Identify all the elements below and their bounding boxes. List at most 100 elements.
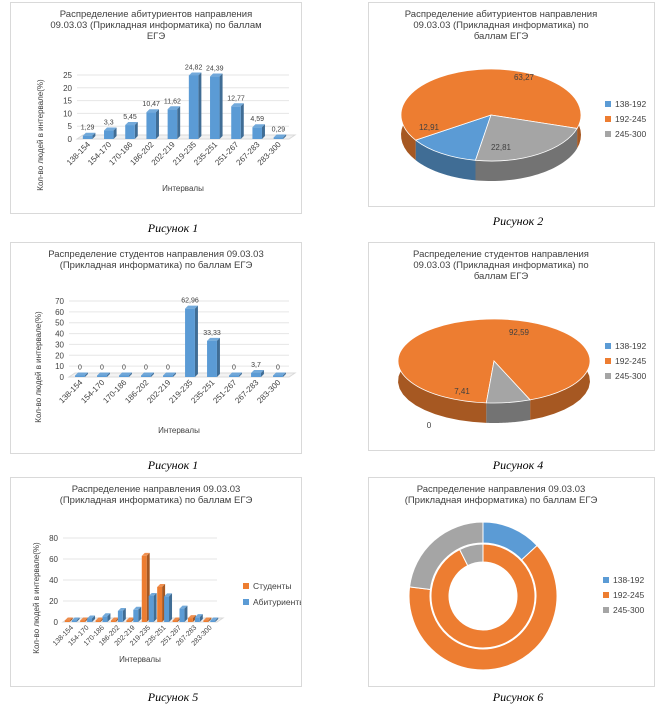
bar [80,620,86,622]
bar-top [95,617,104,621]
caption-3: Рисунок 1 [147,458,199,472]
doughnut-segment [408,544,558,671]
y-tick-label: 30 [55,340,64,349]
bar-top [141,552,150,556]
bar-top [172,617,181,621]
bar-top [188,72,202,76]
chart-title-line: баллам ЕГЭ [474,31,529,42]
bar-top [210,73,223,77]
bar-side [106,372,110,377]
bar-side [92,132,96,139]
bar [126,620,132,622]
bar-top [163,372,176,376]
bar-top [187,615,196,619]
bar-side [107,613,111,622]
bar-side [172,372,176,377]
bar-side [113,127,117,139]
y-tick-label: 40 [49,576,58,585]
pie-slice-side [475,128,578,181]
bar-side [260,369,264,377]
legend-swatch [605,358,611,364]
y-tick-label: 20 [63,84,72,93]
bar-top [125,122,138,126]
y-tick-label: 20 [55,351,64,360]
data-label: 0 [276,365,280,372]
data-label: 0 [100,365,104,372]
chart-title-line: Распределение студентов направления [413,249,589,260]
legend-swatch [605,116,611,122]
bar-side [184,605,188,622]
bar [146,112,156,139]
y-tick-label: 50 [55,319,64,328]
bar-side [283,134,287,139]
chart-panel-5: Распределение направления 09.03.03 (Прикл… [10,477,302,687]
legend-label: 138-192 [615,99,646,109]
bar-side [261,124,265,139]
bar [82,135,93,139]
bar [102,616,108,622]
chart-title-line: (Прикладная информатика) по баллам ЕГЭ [60,260,253,271]
bar [141,375,151,377]
pie-data-label: 12,91 [419,123,440,132]
bar-top [119,372,132,376]
bar [194,617,200,622]
y-tick-label: 5 [68,122,73,131]
chart-panel-2: Распределение абитуриентов направления 09… [368,2,655,207]
bar-side [169,593,173,622]
bar-side [76,617,80,622]
bar-side [194,305,198,377]
bar-side [192,615,196,622]
bar [75,375,85,377]
legend-swatch [603,607,609,613]
y-axis-label: Кол-во людей в интервале(%) [36,79,45,191]
bar-chart-students: Распределение студентов направления 09.0… [34,249,297,435]
legend-label: 245-300 [615,129,646,139]
doughnut-segment [458,543,484,567]
y-tick-label: 40 [55,330,64,339]
y-axis-label: Кол-во людей в интервале(%) [32,542,41,654]
bar-top [164,593,173,597]
x-tick-label: 283-300 [255,378,283,406]
legend-label: 192-245 [615,356,646,366]
bar-top [229,372,242,376]
data-label: 24,82 [185,64,203,71]
pie-data-label: 92,59 [509,328,530,337]
data-label: 0,29 [272,127,286,134]
x-axis-label: Интервалы [158,426,200,435]
bar [125,125,135,139]
legend-label: 192-245 [615,114,646,124]
y-tick-label: 20 [49,597,58,606]
legend-swatch [603,592,609,598]
legend-swatch [605,343,611,349]
y-tick-label: 80 [49,534,58,543]
bar-top [82,132,96,136]
legend-label: 245-300 [615,371,646,381]
x-axis-label: Интервалы [119,655,161,664]
data-label: 3,7 [251,362,261,369]
bar-side [84,372,88,377]
pie-data-label: 22,81 [491,143,512,152]
bar [110,620,116,622]
chart-panel-4: Распределение студентов направления 09.03… [368,242,655,451]
data-label: 1,29 [81,125,95,132]
legend-label: 192-245 [613,590,644,600]
chart-title-line: баллам ЕГЭ [474,271,529,282]
bar-top [273,372,286,376]
y-tick-label: 10 [55,362,64,371]
chart-title-line: Распределение абитуриентов направления [405,9,597,20]
bar-side [199,614,203,622]
bar-top [203,617,212,621]
data-label: 0 [232,365,236,372]
pie-chart-applicants: Распределение абитуриентов направления09… [400,9,646,181]
bar-top [167,106,181,110]
legend-swatch [605,131,611,137]
bar-side [155,109,159,139]
chart-panel-6: Распределение направления 09.03.03 (Прикл… [368,477,655,687]
bar [97,375,107,377]
bar-top [194,614,203,618]
y-tick-label: 0 [68,135,73,144]
legend-swatch [243,599,249,605]
y-tick-label: 60 [49,555,58,564]
bar-side [240,103,244,139]
legend-swatch [605,101,611,107]
